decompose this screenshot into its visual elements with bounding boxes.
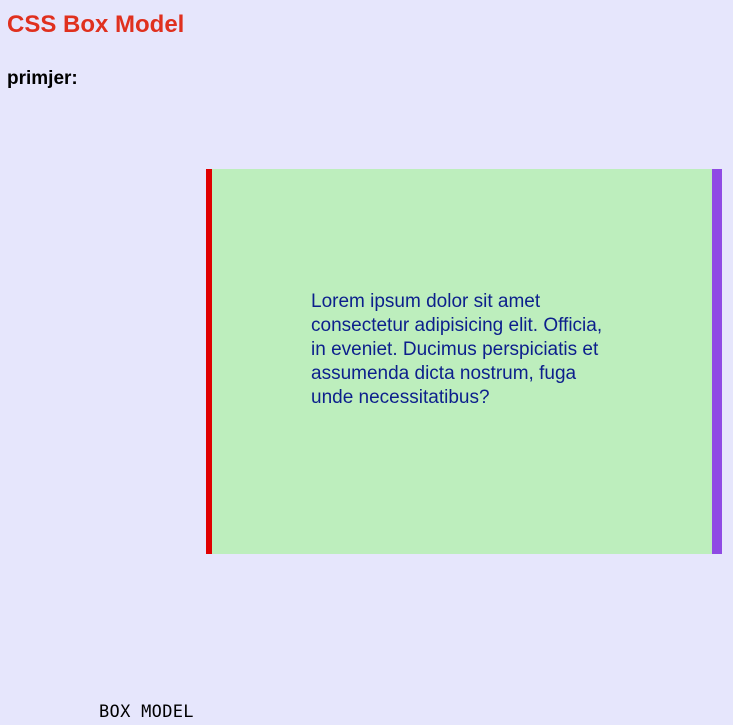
box-model-demo: Lorem ipsum dolor sit amet consectetur a… [206, 169, 722, 554]
box-content-text: Lorem ipsum dolor sit amet consectetur a… [311, 291, 603, 408]
page-title: CSS Box Model [7, 11, 185, 38]
section-label: primjer: [7, 68, 78, 89]
footer-label: BOX MODEL [99, 702, 194, 722]
